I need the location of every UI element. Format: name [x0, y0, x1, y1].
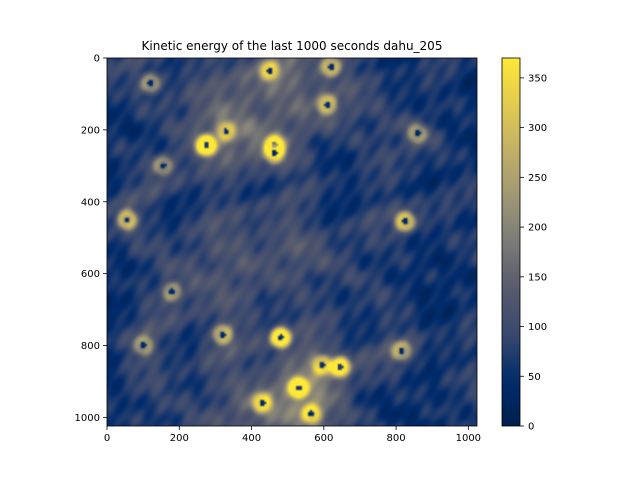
colorbar: 0 50 100 150 200 250 300 350	[501, 57, 547, 433]
colorbar-tick-label: 350	[528, 73, 547, 84]
y-tick-label: 600	[81, 269, 100, 280]
x-tick-label: 400	[242, 433, 261, 444]
colorbar-tick-label: 0	[528, 422, 534, 433]
colorbar-tick-label: 150	[528, 272, 547, 283]
x-tick-label: 0	[104, 433, 110, 444]
colorbar-tick-label: 300	[528, 123, 547, 134]
plot-frame	[106, 57, 478, 427]
y-tick-label: 800	[81, 341, 100, 352]
y-tick-label: 1000	[75, 413, 100, 424]
y-tick-label: 400	[81, 197, 100, 208]
x-axis: 0 200 400 600 800 1000	[104, 426, 481, 444]
colorbar-tick-label: 50	[528, 372, 541, 383]
heatmap-image	[107, 58, 477, 426]
x-tick-label: 200	[170, 433, 189, 444]
heatmap-plot	[106, 57, 478, 427]
colorbar-tick-label: 200	[528, 223, 547, 234]
x-tick-label: 800	[387, 433, 406, 444]
x-tick-label: 600	[314, 433, 333, 444]
y-tick-label: 200	[81, 125, 100, 136]
chart-title: Kinetic energy of the last 1000 seconds …	[142, 39, 443, 53]
colorbar-tick-label: 250	[528, 173, 547, 184]
colorbar-frame	[501, 57, 521, 427]
y-axis: 0 200 400 600 800 1000	[75, 54, 107, 424]
colorbar-body	[502, 58, 520, 426]
colorbar-tick-label: 100	[528, 322, 547, 333]
colorbar-ticks: 0 50 100 150 200 250 300 350	[520, 73, 547, 433]
y-tick-label: 0	[94, 54, 100, 65]
x-tick-label: 1000	[456, 433, 481, 444]
